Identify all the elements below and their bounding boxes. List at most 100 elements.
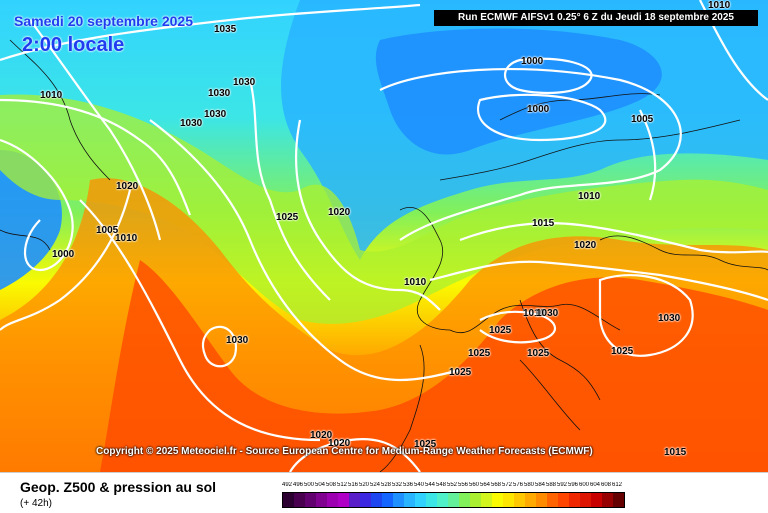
scale-swatch [558,493,569,507]
isobar-label: 1005 [96,225,119,236]
scale-swatch [426,493,437,507]
scale-label: 588 [546,482,557,488]
scale-label: 568 [491,482,502,488]
scale-label: 576 [513,482,524,488]
isobar-label: 1010 [404,277,427,288]
scale-label: 552 [447,482,458,488]
scale-swatch [327,493,338,507]
scale-swatch [536,493,547,507]
scale-label: 560 [469,482,480,488]
model-run-banner: Run ECMWF AIFSv1 0.25° 6 Z du Jeudi 18 s… [434,10,758,26]
isobar-label: 1030 [233,77,256,88]
deep-trough-region [375,28,662,155]
isobar-label: 1025 [489,325,512,336]
mid-level-band [0,94,768,324]
isobar-label: 1020 [116,181,139,192]
isobar-label: 1030 [226,335,249,346]
parameter-title: Geop. Z500 & pression au sol [20,479,217,495]
copyright-notice: Copyright © 2025 Meteociel.fr - Source E… [96,446,593,457]
isobar-label: 1010 [115,233,138,244]
scale-label: 496 [293,482,304,488]
scale-label: 516 [348,482,359,488]
scale-label: 508 [326,482,337,488]
isobar-label: 1025 [449,367,472,378]
scale-swatch [525,493,536,507]
scale-swatch [569,493,580,507]
isobar-label: 1020 [574,240,597,251]
isobar-label: 1025 [527,348,550,359]
scale-swatch [459,493,470,507]
isobar-label: 1015 [532,218,555,229]
isobar-label: 1020 [310,430,333,441]
isobar-label: 1025 [414,439,437,450]
scale-swatch [404,493,415,507]
scale-label: 504 [315,482,326,488]
isobar-label: 1000 [52,249,75,260]
isobar-label: 1010 [708,0,731,11]
scale-label: 548 [436,482,447,488]
scale-swatch [503,493,514,507]
scale-label: 544 [425,482,436,488]
isobar-label: 1030 [180,118,203,129]
scale-swatch [360,493,371,507]
forecast-date: Samedi 20 septembre 2025 [14,13,193,29]
scale-label: 500 [304,482,315,488]
scale-label: 604 [590,482,601,488]
isobar-label: 1030 [204,109,227,120]
isobar-label: 1000 [521,56,544,67]
scale-swatch [415,493,426,507]
weather-map: Samedi 20 septembre 2025 2:00 locale Run… [0,0,768,472]
scale-swatch [514,493,525,507]
isobar-label: 1010 [40,90,63,101]
scale-swatch [316,493,327,507]
scale-label: 572 [502,482,513,488]
scale-swatch [338,493,349,507]
isobar-label: 1030 [536,308,559,319]
scale-label: 520 [359,482,370,488]
forecast-lead-time: (+ 42h) [20,498,52,509]
map-footer: Geop. Z500 & pression au sol (+ 42h) 492… [0,472,768,513]
color-scale-labels: 492 496 500 504 508 512 516 520 524 528 532 536 540 5… [282,482,623,491]
scale-swatch [613,493,624,507]
scale-swatch [305,493,316,507]
scale-label: 592 [557,482,568,488]
scale-label: 524 [370,482,381,488]
scale-swatch [393,493,404,507]
scale-label: 532 [392,482,403,488]
scale-swatch [371,493,382,507]
scale-label: 528 [381,482,392,488]
isobar-label: 1035 [214,24,237,35]
scale-label: 612 [612,482,623,488]
isobar-label: 1000 [527,104,550,115]
scale-label: 564 [480,482,491,488]
scale-swatch [382,493,393,507]
scale-swatch [580,493,591,507]
scale-swatch [294,493,305,507]
scale-label: 584 [535,482,546,488]
isobar-label: 1025 [611,346,634,357]
scale-label: 600 [579,482,590,488]
scale-swatch [591,493,602,507]
isobar-label: 1005 [631,114,654,125]
isobar-label: 1030 [208,88,231,99]
scale-swatch [602,493,613,507]
scale-swatch [492,493,503,507]
color-scale [282,492,625,508]
scale-label: 536 [403,482,414,488]
scale-swatch [470,493,481,507]
isobar-label: 1020 [328,438,351,449]
scale-label: 556 [458,482,469,488]
isobar-label: 1025 [276,212,299,223]
scale-swatch [448,493,459,507]
scale-label: 580 [524,482,535,488]
scale-label: 540 [414,482,425,488]
scale-label: 512 [337,482,348,488]
local-time: 2:00 locale [22,34,125,56]
isobar-label: 1030 [658,313,681,324]
scale-label: 596 [568,482,579,488]
scale-label: 608 [601,482,612,488]
isobar-label: 1020 [328,207,351,218]
scale-label: 492 [282,482,293,488]
isobar-label: 1010 [523,308,546,319]
